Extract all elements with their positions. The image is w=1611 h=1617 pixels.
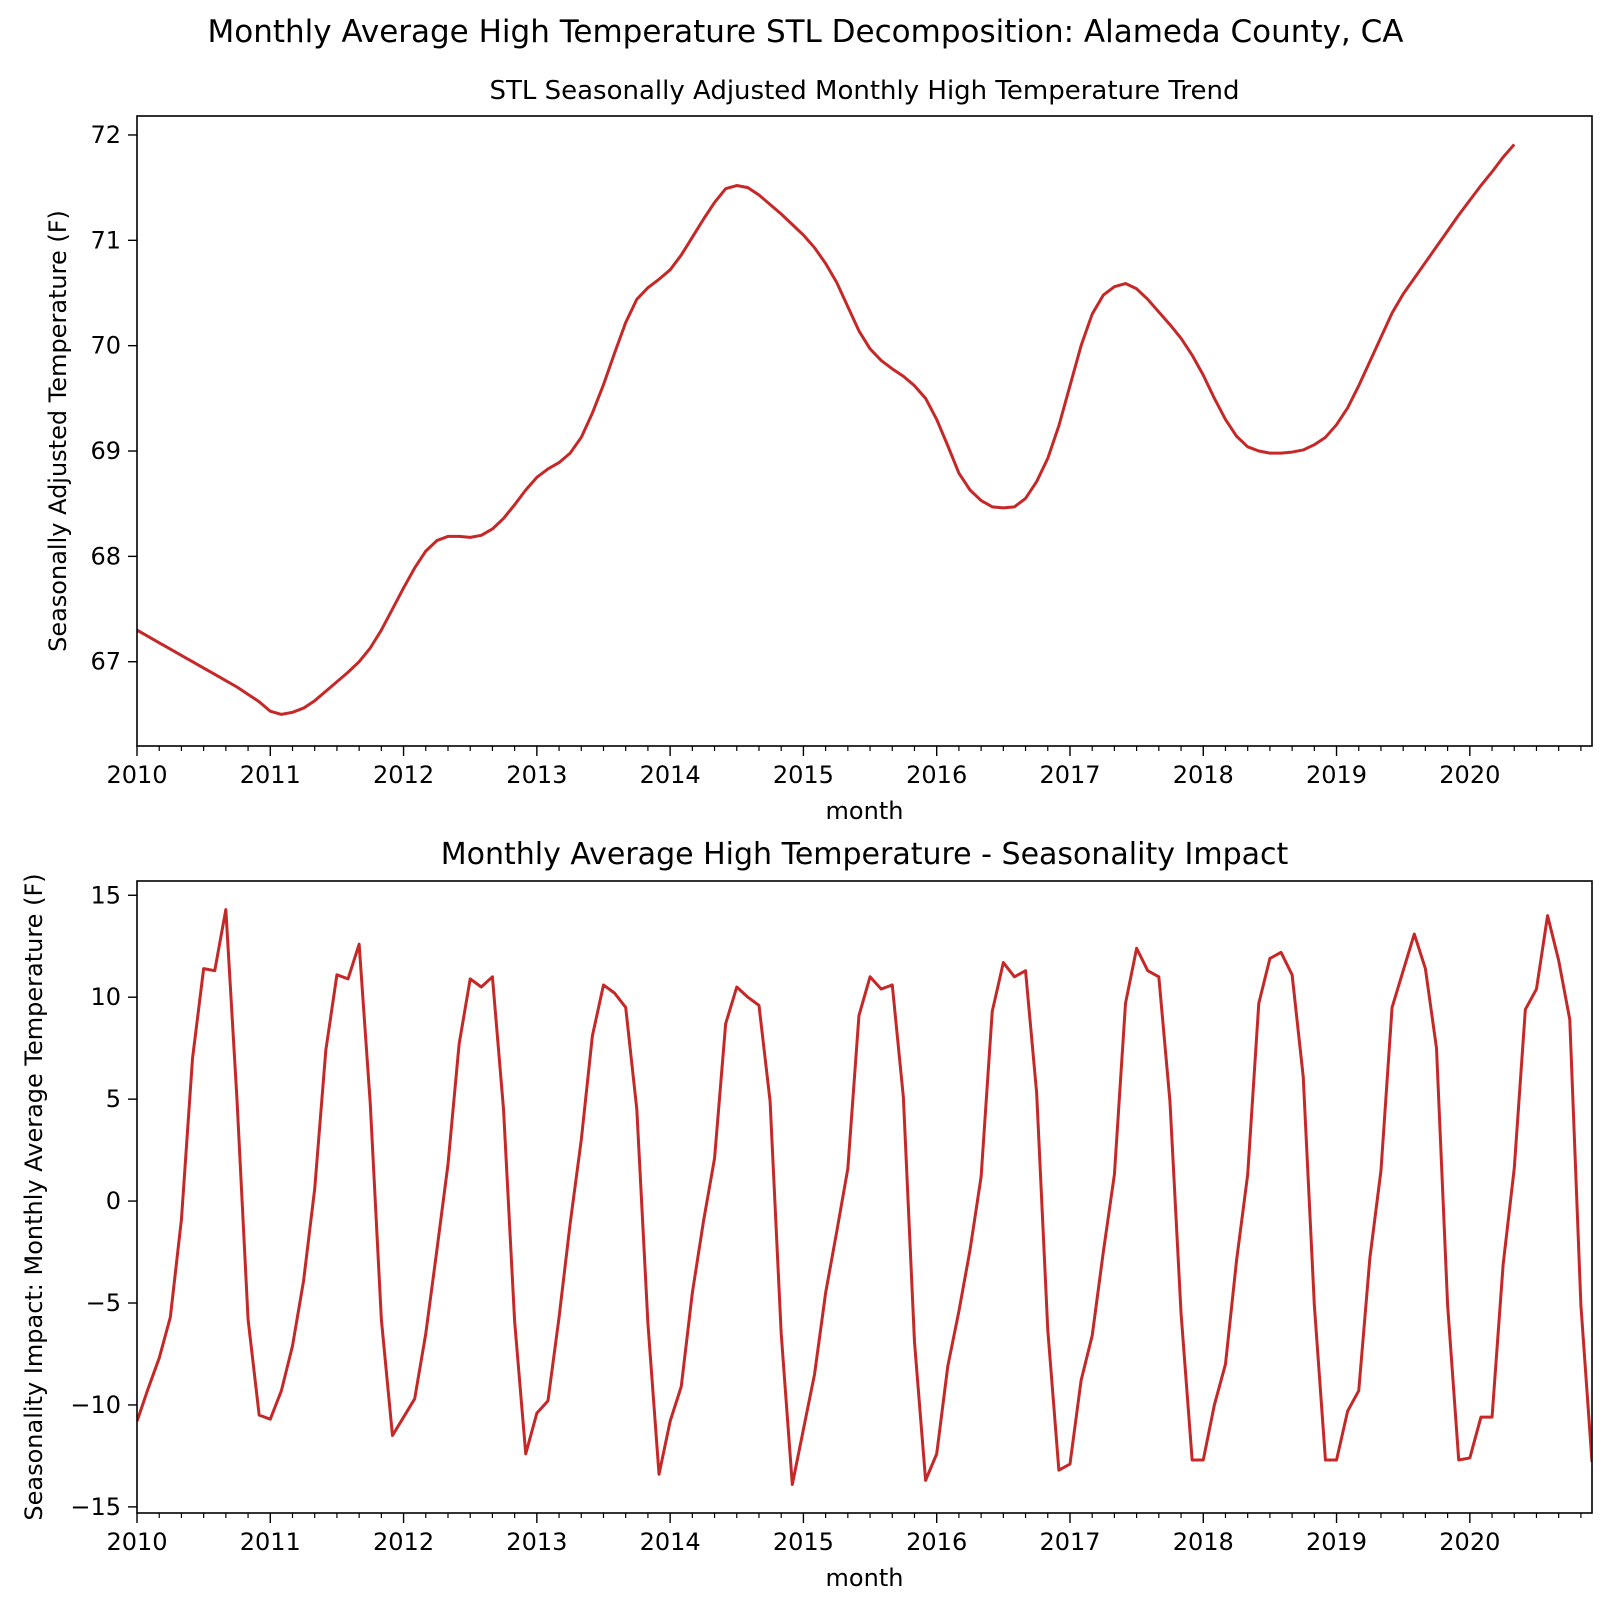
y-axis-label: Seasonally Adjusted Temperature (F) (44, 210, 72, 652)
y-tick-label: −5 (86, 1289, 121, 1317)
y-tick-label: 15 (90, 881, 121, 909)
x-tick-label: 2012 (373, 761, 434, 789)
x-axis-label: month (826, 1564, 904, 1592)
x-tick-label: 2013 (506, 761, 567, 789)
x-tick-label: 2016 (906, 1528, 967, 1556)
x-tick-label: 2015 (773, 761, 834, 789)
y-tick-label: 71 (90, 226, 121, 254)
figure-title: Monthly Average High Temperature STL Dec… (207, 14, 1404, 50)
x-tick-label: 2020 (1439, 761, 1500, 789)
panel-title: STL Seasonally Adjusted Monthly High Tem… (489, 76, 1239, 106)
x-tick-label: 2020 (1439, 1528, 1500, 1556)
x-tick-label: 2017 (1039, 761, 1100, 789)
x-tick-label: 2014 (640, 1528, 701, 1556)
x-tick-label: 2010 (106, 761, 167, 789)
y-tick-label: −10 (70, 1391, 121, 1419)
x-tick-label: 2014 (640, 761, 701, 789)
x-axis-label: month (826, 797, 904, 825)
series-line (137, 143, 1516, 716)
y-tick-label: 5 (106, 1085, 121, 1113)
series-line (137, 908, 1592, 1486)
y-tick-label: 69 (90, 437, 121, 465)
y-tick-label: 0 (106, 1187, 121, 1215)
plot-frame (136, 115, 1593, 747)
x-tick-label: 2013 (506, 1528, 567, 1556)
x-tick-label: 2011 (240, 1528, 301, 1556)
y-tick-label: 10 (90, 983, 121, 1011)
x-tick-label: 2015 (773, 1528, 834, 1556)
x-tick-label: 2010 (106, 1528, 167, 1556)
x-tick-label: 2017 (1039, 1528, 1100, 1556)
y-tick-label: 72 (90, 121, 121, 149)
x-tick-label: 2019 (1306, 761, 1367, 789)
y-tick-label: 68 (90, 542, 121, 570)
plot-frame (136, 880, 1593, 1514)
x-tick-label: 2011 (240, 761, 301, 789)
y-axis-label: Seasonality Impact: Monthly Average Temp… (20, 873, 48, 1520)
y-tick-label: 67 (90, 648, 121, 676)
x-tick-label: 2012 (373, 1528, 434, 1556)
x-tick-label: 2018 (1173, 761, 1234, 789)
x-tick-label: 2016 (906, 761, 967, 789)
y-tick-label: −15 (70, 1493, 121, 1521)
y-tick-label: 70 (90, 332, 121, 360)
x-tick-label: 2019 (1306, 1528, 1367, 1556)
x-tick-label: 2018 (1173, 1528, 1234, 1556)
panel-title: Monthly Average High Temperature - Seaso… (441, 837, 1289, 872)
